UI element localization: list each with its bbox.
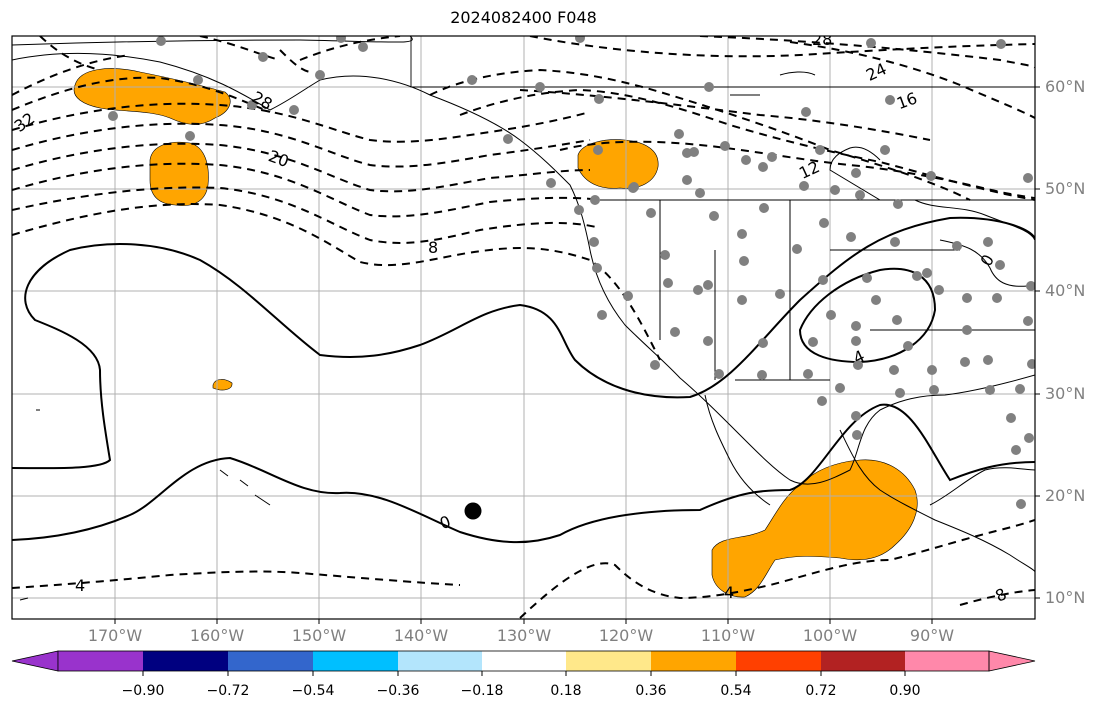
contour-dashed-8 (959, 589, 1035, 606)
colorbar-extend-low (11, 650, 59, 672)
lon-label-120w: 120°W (598, 626, 654, 645)
shaded-region-north-pacific (149, 141, 209, 206)
lon-label-100w: 100°W (802, 626, 858, 645)
colorbar-segment-7 (566, 651, 651, 671)
colorbar-label-1: −0.90 (121, 683, 165, 699)
contour-label-4-south: 4 (724, 583, 734, 602)
contour-label-32: 32 (11, 109, 39, 136)
lon-label-140w: 140°W (393, 626, 449, 645)
axis-ticks (114, 86, 1040, 624)
contour-label-20: 20 (266, 146, 292, 171)
colorbar-label-5: −0.18 (460, 683, 504, 699)
lon-label-90w: 90°W (909, 626, 955, 645)
colorbar-label-2: −0.72 (206, 683, 250, 699)
colorbar-label-10: 0.90 (889, 683, 921, 699)
contour-solid-loop (798, 267, 937, 364)
contour-label-4-hawaii: 4 (75, 576, 85, 595)
contour-label-0-pacific: 0 (437, 512, 453, 533)
contour-label-0-east: 0 (977, 251, 999, 269)
contour-label-24: 24 (863, 59, 889, 85)
colorbar-label-6: 0.18 (550, 683, 582, 699)
lat-label-10n: 10°N (1045, 588, 1086, 607)
contour-solid-zero-outer (12, 216, 1035, 470)
lat-label-30n: 30°N (1045, 384, 1086, 403)
contour-label-8-south: 8 (992, 584, 1009, 606)
colorbar-segment-6 (482, 651, 566, 671)
colorbar-segment-2 (143, 651, 228, 671)
contour-solid-zero-inner (12, 403, 1035, 544)
contour-label-8: 8 (428, 238, 438, 257)
lon-label-150w: 150°W (291, 626, 347, 645)
colorbar-segment-1 (58, 651, 143, 671)
station-dots (108, 36, 1035, 509)
colorbar (11, 650, 1036, 676)
graticule (12, 36, 1035, 619)
lat-label-60n: 60°N (1045, 77, 1086, 96)
contour-lines (12, 36, 1035, 619)
colorbar-segment-9 (736, 651, 821, 671)
contour-label-28: 28 (249, 87, 276, 114)
colorbar-label-3: −0.54 (291, 683, 335, 699)
lon-label-160w: 160°W (189, 626, 245, 645)
contour-label-4-loop: 4 (850, 346, 867, 368)
colorbar-label-7: 0.36 (635, 683, 667, 699)
lon-label-130w: 130°W (496, 626, 552, 645)
contour-label-28-north: 28 (812, 30, 832, 49)
colorbar-segment-4 (313, 651, 398, 671)
colorbar-extend-high (988, 650, 1036, 672)
shaded-region-canada (577, 139, 659, 189)
contour-label-12: 12 (796, 157, 822, 183)
target-point-marker (464, 502, 482, 520)
colorbar-label-9: 0.72 (805, 683, 837, 699)
contour-label-16: 16 (894, 88, 920, 113)
contour-dashed-4 (12, 570, 461, 589)
lat-label-50n: 50°N (1045, 179, 1086, 198)
colorbar-segment-5 (398, 651, 482, 671)
colorbar-segment-8 (651, 651, 736, 671)
lat-label-40n: 40°N (1045, 281, 1086, 300)
lon-label-170w: 170°W (87, 626, 143, 645)
colorbar-segment-11 (905, 651, 989, 671)
shaded-regions (73, 68, 918, 598)
lat-label-20n: 20°N (1045, 486, 1086, 505)
coastlines (12, 36, 1035, 601)
lon-label-110w: 110°W (700, 626, 756, 645)
shaded-region-mexico (711, 459, 918, 598)
colorbar-label-8: 0.54 (720, 683, 752, 699)
map-title: 2024082400 F048 (450, 8, 597, 27)
shaded-region-bering (73, 68, 231, 125)
shaded-region-small (212, 379, 233, 391)
colorbar-label-4: −0.36 (376, 683, 420, 699)
colorbar-segment-10 (821, 651, 905, 671)
colorbar-segment-3 (228, 651, 313, 671)
